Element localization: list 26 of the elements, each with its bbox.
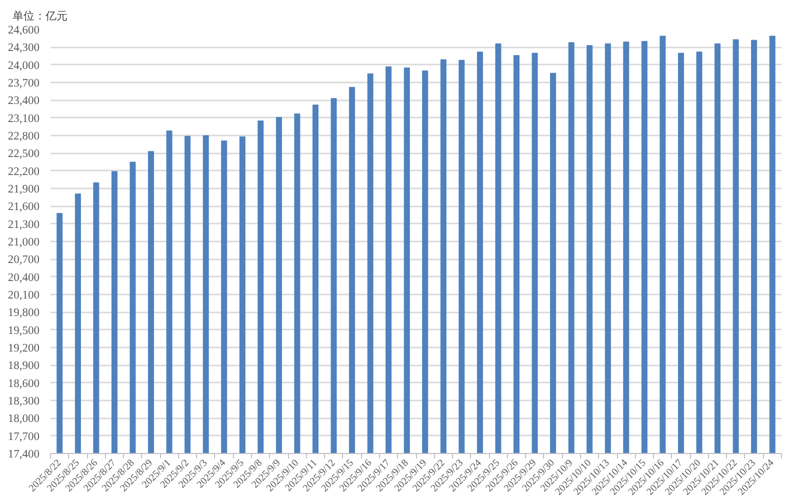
y-tick-label: 19,200 (8, 342, 40, 354)
y-tick-label: 20,400 (8, 272, 40, 284)
y-tick-label: 21,900 (8, 184, 40, 196)
y-tick-label: 22,800 (8, 130, 40, 142)
y-tick-label: 20,700 (8, 254, 40, 266)
y-tick-label: 22,500 (8, 148, 40, 160)
y-tick-label: 24,300 (8, 42, 40, 54)
y-tick-label: 17,400 (8, 448, 40, 460)
y-tick-label: 21,600 (8, 201, 40, 214)
y-tick-label: 19,800 (8, 307, 40, 320)
y-tick-label: 21,000 (8, 236, 40, 248)
y-tick-label: 17,700 (8, 430, 40, 443)
y-tick-label: 18,600 (8, 378, 40, 390)
y-axis-title: 单位：亿元 (12, 10, 68, 22)
y-tick-label: 20,100 (8, 290, 40, 302)
y-tick-label: 21,300 (8, 218, 40, 231)
y-tick-label: 18,000 (8, 413, 40, 426)
y-tick-label: 18,900 (8, 360, 40, 372)
y-tick-label: 23,100 (8, 112, 40, 125)
y-tick-label: 23,700 (8, 78, 40, 90)
y-tick-label: 24,000 (8, 60, 40, 72)
y-tick-label: 24,600 (8, 24, 40, 36)
y-tick-label: 22,200 (8, 166, 40, 178)
y-tick-label: 23,400 (8, 95, 40, 108)
y-tick-label: 19,500 (8, 324, 40, 337)
y-tick-label: 18,300 (8, 396, 40, 408)
